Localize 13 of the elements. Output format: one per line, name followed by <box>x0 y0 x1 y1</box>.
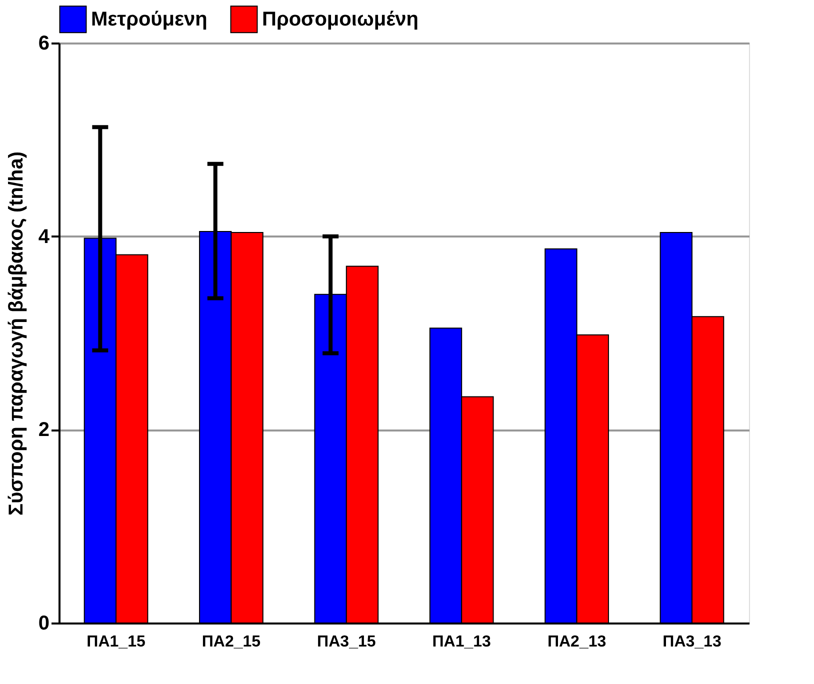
y-tick-label: 6 <box>38 32 50 54</box>
x-tick-label: ΠΑ1_13 <box>432 634 492 650</box>
x-tick-label: ΠΑ2_13 <box>547 634 606 650</box>
x-tick-label: ΠΑ3_13 <box>662 634 722 650</box>
y-tick-label: 2 <box>38 419 50 442</box>
y-axis-title: Σύσπορη παραγωγή βάμβακος (tn/ha) <box>5 151 28 516</box>
y-tick-label: 4 <box>38 226 50 248</box>
x-tick-label: ΠΑ2_15 <box>202 634 261 650</box>
y-tick-label: 0 <box>38 612 50 634</box>
x-tick-label: ΠΑ3_15 <box>317 634 376 650</box>
x-tick-label: ΠΑ1_15 <box>86 634 146 650</box>
legend-label: Προσομοιωμένη <box>262 8 418 30</box>
legend-label: Μετρούμενη <box>91 8 208 30</box>
